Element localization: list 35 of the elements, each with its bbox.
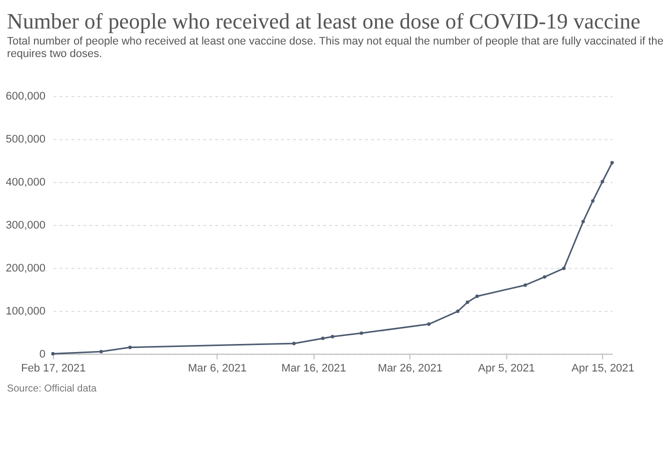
y-tick-label: 400,000: [6, 176, 46, 189]
y-tick-label: 500,000: [6, 134, 46, 146]
point: [321, 336, 325, 340]
point: [610, 161, 614, 164]
point: [128, 346, 132, 350]
point: [330, 334, 334, 338]
y-tick-label: 600,000: [6, 90, 46, 103]
x-tick-label: Feb 17, 2021: [21, 362, 86, 374]
chart-title: Number of people who received at least one dose of COVID-19 vaccine: [6, 8, 640, 34]
x-tick-label: Mar 6, 2021: [188, 362, 247, 374]
point: [292, 342, 296, 346]
y-tick-label: 100,000: [6, 305, 46, 318]
point: [99, 350, 103, 354]
point: [581, 220, 585, 224]
x-tick-label: Apr 15, 2021: [572, 362, 634, 374]
x-tick-label: Mar 16, 2021: [281, 362, 346, 374]
point: [542, 275, 546, 279]
point: [524, 283, 528, 287]
point: [360, 331, 364, 335]
text: Total number of people who received at least one vaccine dose. This may not equal the number of people that are fully vaccinated if the: [6, 35, 664, 48]
y-tick-label: 300,000: [6, 219, 46, 232]
text: requires two doses.: [6, 48, 102, 60]
point: [600, 180, 604, 184]
x-tick-label: Mar 26, 2021: [378, 362, 442, 374]
point: [456, 310, 460, 314]
point: [427, 322, 431, 326]
point: [475, 294, 479, 298]
source-note: Source: Official data: [6, 384, 98, 395]
point: [466, 300, 470, 304]
x-tick-label: Apr 5, 2021: [478, 362, 535, 374]
point: [591, 199, 595, 203]
y-tick-label: 0: [39, 348, 46, 360]
point: [562, 266, 566, 270]
point: [51, 352, 55, 356]
y-tick-label: 200,000: [6, 262, 46, 274]
